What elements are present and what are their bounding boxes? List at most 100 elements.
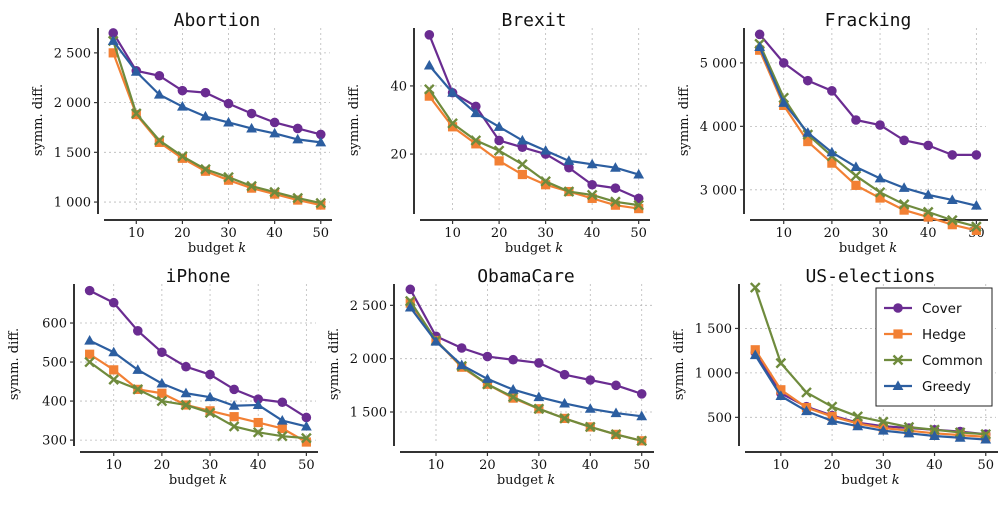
data-point-greedy <box>482 373 493 383</box>
data-point-hedge <box>851 180 861 190</box>
x-tick-label: 10 <box>428 458 445 473</box>
data-point-common <box>246 180 257 192</box>
y-tick-label: 1 500 <box>54 146 91 161</box>
data-point-common <box>156 395 168 407</box>
data-point-common <box>946 214 958 226</box>
y-tick-label: 3 000 <box>700 183 737 198</box>
data-point-greedy <box>132 364 144 374</box>
data-point-greedy <box>516 134 528 145</box>
data-point-hedge <box>293 195 303 205</box>
data-point-common <box>898 199 910 210</box>
y-axis-label: symm. diff. <box>31 84 46 156</box>
data-point-greedy <box>300 420 312 431</box>
x-tick-label: 50 <box>977 458 994 473</box>
data-point-common <box>200 163 211 175</box>
data-point-cover <box>205 369 215 380</box>
x-tick-label: 40 <box>584 226 601 241</box>
legend-label: Greedy <box>922 379 971 395</box>
data-point-common <box>180 399 192 411</box>
x-tick-label: 50 <box>630 226 647 241</box>
series-line-cover <box>428 34 640 200</box>
data-point-common <box>971 221 982 232</box>
data-point-greedy <box>929 430 940 440</box>
data-point-hedge <box>253 417 263 428</box>
data-point-greedy <box>754 41 766 52</box>
data-point-cover <box>253 394 264 404</box>
series-cover <box>424 30 644 204</box>
data-point-greedy <box>180 387 192 398</box>
series-cover <box>754 29 982 160</box>
legend-label: Common <box>922 353 983 369</box>
series-line-hedge <box>112 52 322 207</box>
data-point-greedy <box>749 349 761 360</box>
data-point-greedy <box>404 301 416 312</box>
series-greedy <box>404 301 648 421</box>
data-point-cover <box>559 369 570 380</box>
data-point-common <box>130 108 142 119</box>
subplot-title: US-elections <box>805 266 935 287</box>
data-point-hedge <box>587 193 597 203</box>
data-point-hedge <box>971 225 981 235</box>
data-point-hedge <box>827 158 837 168</box>
subplot-title: iPhone <box>165 266 230 287</box>
subplot-title: Brexit <box>501 10 566 31</box>
data-point-hedge <box>301 437 311 447</box>
data-point-cover <box>923 140 934 151</box>
data-point-hedge <box>229 412 239 422</box>
data-point-common <box>404 295 416 307</box>
data-point-greedy <box>252 399 264 409</box>
series-greedy <box>107 35 327 147</box>
data-point-greedy <box>493 121 505 131</box>
subplot-obamacare: ObamaCare 10 20 30 40 50 1 500 2 000 2 500 budget… <box>327 266 654 488</box>
data-point-hedge <box>109 365 119 375</box>
data-point-common <box>563 186 575 197</box>
data-point-hedge <box>177 153 188 163</box>
series-cover <box>108 28 326 140</box>
data-point-hedge <box>947 220 957 230</box>
data-point-cover <box>610 183 621 193</box>
data-point-cover <box>587 179 597 190</box>
data-point-hedge <box>277 423 287 433</box>
y-tick-label: 40 <box>390 79 407 94</box>
data-point-common <box>228 421 240 432</box>
data-point-greedy <box>108 346 120 357</box>
data-point-cover <box>84 285 95 296</box>
data-point-cover <box>899 135 909 146</box>
data-point-common <box>749 282 761 293</box>
data-point-cover <box>301 412 312 423</box>
x-tick-label: 40 <box>250 458 267 473</box>
series-line-common <box>112 40 322 205</box>
y-tick-label: 2 500 <box>350 299 387 314</box>
data-point-greedy <box>292 133 304 144</box>
data-point-common <box>269 186 281 198</box>
data-point-greedy <box>850 161 862 171</box>
data-point-cover <box>851 115 861 125</box>
x-tick-label: 30 <box>220 226 237 241</box>
x-tick-label: 20 <box>491 226 508 241</box>
x-tick-label: 10 <box>105 458 122 473</box>
data-point-greedy <box>470 107 482 118</box>
data-point-greedy <box>130 66 142 76</box>
series-line-common <box>409 300 642 442</box>
data-point-hedge <box>200 166 211 176</box>
subplot-abortion: Abortion 10 20 30 40 50 1 000 1 500 2 000 2 500 bu… <box>31 10 332 256</box>
data-point-greedy <box>584 403 596 413</box>
data-point-common <box>929 424 940 436</box>
data-point-greedy <box>903 427 915 438</box>
y-axis-label: symm. diff. <box>677 84 692 156</box>
data-point-hedge <box>875 193 885 203</box>
data-point-cover <box>971 150 982 160</box>
data-point-greedy <box>826 415 838 425</box>
data-point-cover <box>108 28 119 38</box>
data-point-greedy <box>228 400 240 410</box>
data-point-greedy <box>954 432 966 442</box>
x-tick-label: 30 <box>202 458 219 473</box>
data-point-common <box>84 356 95 368</box>
x-tick-label: 10 <box>773 458 790 473</box>
data-point-common <box>223 171 234 183</box>
data-point-greedy <box>540 145 552 155</box>
x-tick-label: 10 <box>128 226 145 241</box>
x-tick-label: 40 <box>920 226 937 241</box>
series-line-greedy <box>754 354 986 441</box>
